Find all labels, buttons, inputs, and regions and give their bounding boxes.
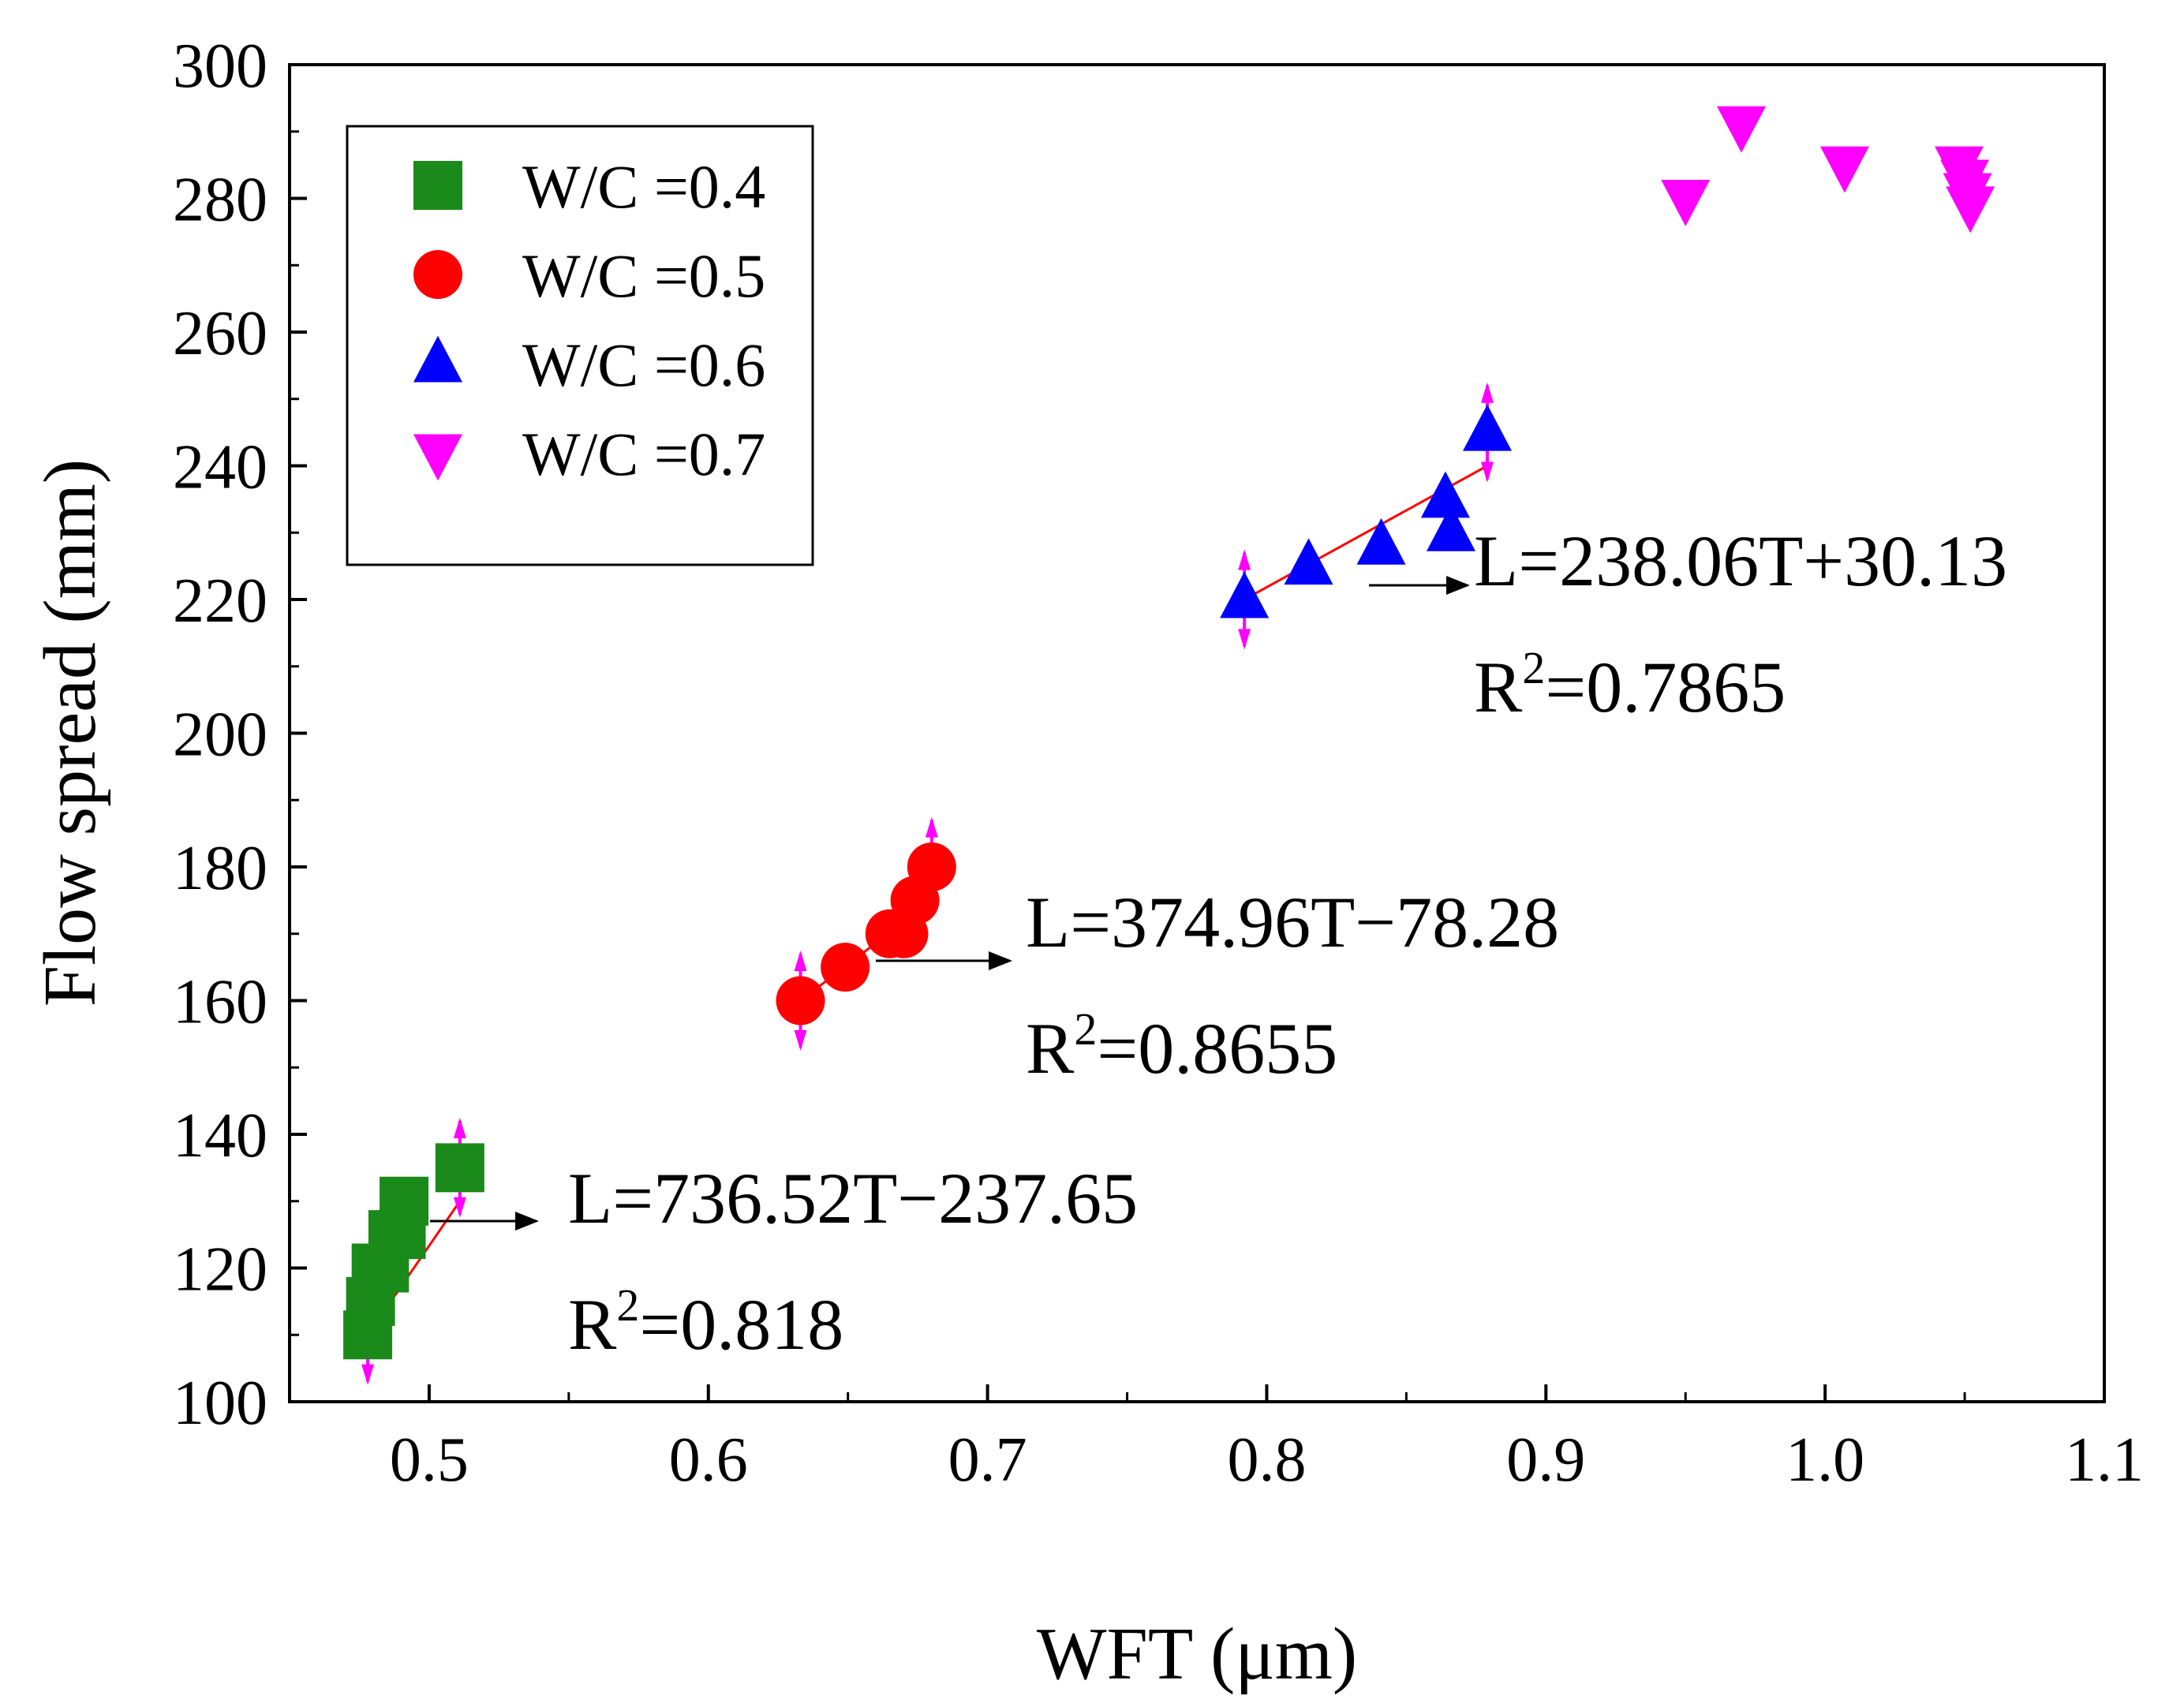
x-tick-label: 0.6 bbox=[669, 1425, 748, 1495]
y-tick-label: 180 bbox=[173, 834, 267, 903]
error-cap-top bbox=[453, 1118, 466, 1139]
y-tick-label: 260 bbox=[173, 299, 267, 368]
y-tick-label: 280 bbox=[173, 166, 267, 235]
x-tick-label: 0.5 bbox=[390, 1425, 469, 1495]
data-points bbox=[343, 106, 1995, 1360]
data-point bbox=[1420, 471, 1470, 518]
data-point bbox=[1946, 186, 1995, 233]
x-tick-label: 1.1 bbox=[2065, 1425, 2144, 1495]
legend-label: W/C =0.6 bbox=[522, 331, 765, 399]
legend: W/C =0.4 W/C =0.5 W/C =0.6 W/C =0.7 bbox=[346, 125, 814, 566]
y-tick-label: 120 bbox=[173, 1235, 267, 1305]
data-point bbox=[1661, 179, 1711, 226]
y-tick-label: 300 bbox=[173, 32, 267, 101]
data-point bbox=[1427, 504, 1475, 551]
error-cap-bottom bbox=[361, 1364, 375, 1385]
x-tick-label: 0.7 bbox=[948, 1425, 1027, 1495]
fit-r-squared: R2=0.7865 bbox=[1474, 642, 1786, 727]
error-cap-top bbox=[925, 816, 938, 838]
data-point bbox=[1463, 404, 1512, 451]
x-axis-title: WFT (μm) bbox=[1037, 1613, 1357, 1695]
error-cap-top bbox=[1481, 382, 1494, 403]
x-axis: 0.5 0.6 0.7 0.8 0.9 1.0 1.1 bbox=[390, 1384, 2144, 1495]
y-axis: 100 120 140 160 180 200 220 240 260 280 300 bbox=[173, 32, 307, 1438]
data-point bbox=[1284, 538, 1333, 585]
fit-r-squared: R2=0.818 bbox=[568, 1279, 843, 1365]
error-cap-bottom bbox=[794, 1029, 807, 1051]
legend-marker bbox=[413, 434, 462, 481]
data-point bbox=[821, 943, 870, 992]
data-point bbox=[435, 1143, 484, 1193]
error-cap-bottom bbox=[453, 1197, 466, 1218]
data-point bbox=[776, 976, 825, 1025]
fit-equation: L=238.06T+30.13 bbox=[1474, 521, 2007, 601]
data-point bbox=[907, 842, 956, 891]
y-tick-label: 200 bbox=[173, 700, 267, 770]
y-tick-label: 220 bbox=[173, 566, 267, 636]
legend-marker bbox=[413, 335, 462, 383]
y-tick-label: 240 bbox=[173, 433, 267, 502]
data-point bbox=[1356, 517, 1406, 565]
y-tick-label: 160 bbox=[173, 968, 267, 1037]
data-point bbox=[380, 1176, 429, 1226]
y-tick-label: 100 bbox=[173, 1369, 267, 1438]
legend-label: W/C =0.4 bbox=[522, 152, 765, 221]
fit-equation: L=736.52T−237.65 bbox=[568, 1158, 1138, 1238]
x-tick-label: 0.9 bbox=[1506, 1425, 1585, 1495]
error-cap-top bbox=[794, 951, 807, 972]
error-cap-bottom bbox=[1238, 629, 1251, 650]
y-axis-title: Flow spread (mm) bbox=[29, 459, 111, 1007]
error-cap-bottom bbox=[1481, 461, 1494, 483]
legend-marker bbox=[413, 161, 462, 210]
x-tick-label: 1.0 bbox=[1786, 1425, 1864, 1495]
data-point bbox=[1819, 146, 1869, 193]
y-tick-label: 140 bbox=[173, 1101, 267, 1171]
legend-marker bbox=[413, 250, 462, 299]
fit-r-squared: R2=0.8655 bbox=[1026, 1003, 1337, 1089]
error-cap-top bbox=[1238, 549, 1251, 570]
legend-label: W/C =0.7 bbox=[522, 420, 765, 488]
x-tick-label: 0.8 bbox=[1227, 1425, 1306, 1495]
fit-annotations: L=736.52T−237.65 R2=0.818 L=374.96T−78.28 R… bbox=[430, 521, 2007, 1365]
data-point bbox=[1220, 571, 1270, 618]
legend-label: W/C =0.5 bbox=[522, 241, 765, 310]
fit-equation: L=374.96T−78.28 bbox=[1026, 882, 1559, 962]
data-point bbox=[1717, 106, 1766, 153]
